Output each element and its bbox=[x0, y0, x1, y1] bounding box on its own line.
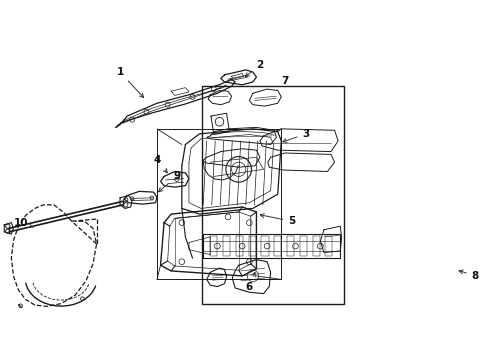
Text: 10: 10 bbox=[13, 218, 33, 228]
Text: 1: 1 bbox=[116, 67, 143, 98]
Text: 7: 7 bbox=[281, 76, 288, 86]
Text: 8: 8 bbox=[458, 270, 478, 281]
Text: 5: 5 bbox=[260, 214, 295, 226]
Text: 6: 6 bbox=[245, 273, 255, 292]
Text: 4: 4 bbox=[153, 155, 167, 173]
Text: 2: 2 bbox=[245, 60, 263, 77]
Text: 9: 9 bbox=[158, 171, 180, 192]
Text: 3: 3 bbox=[282, 129, 309, 143]
Bar bbox=[202, 86, 343, 303]
